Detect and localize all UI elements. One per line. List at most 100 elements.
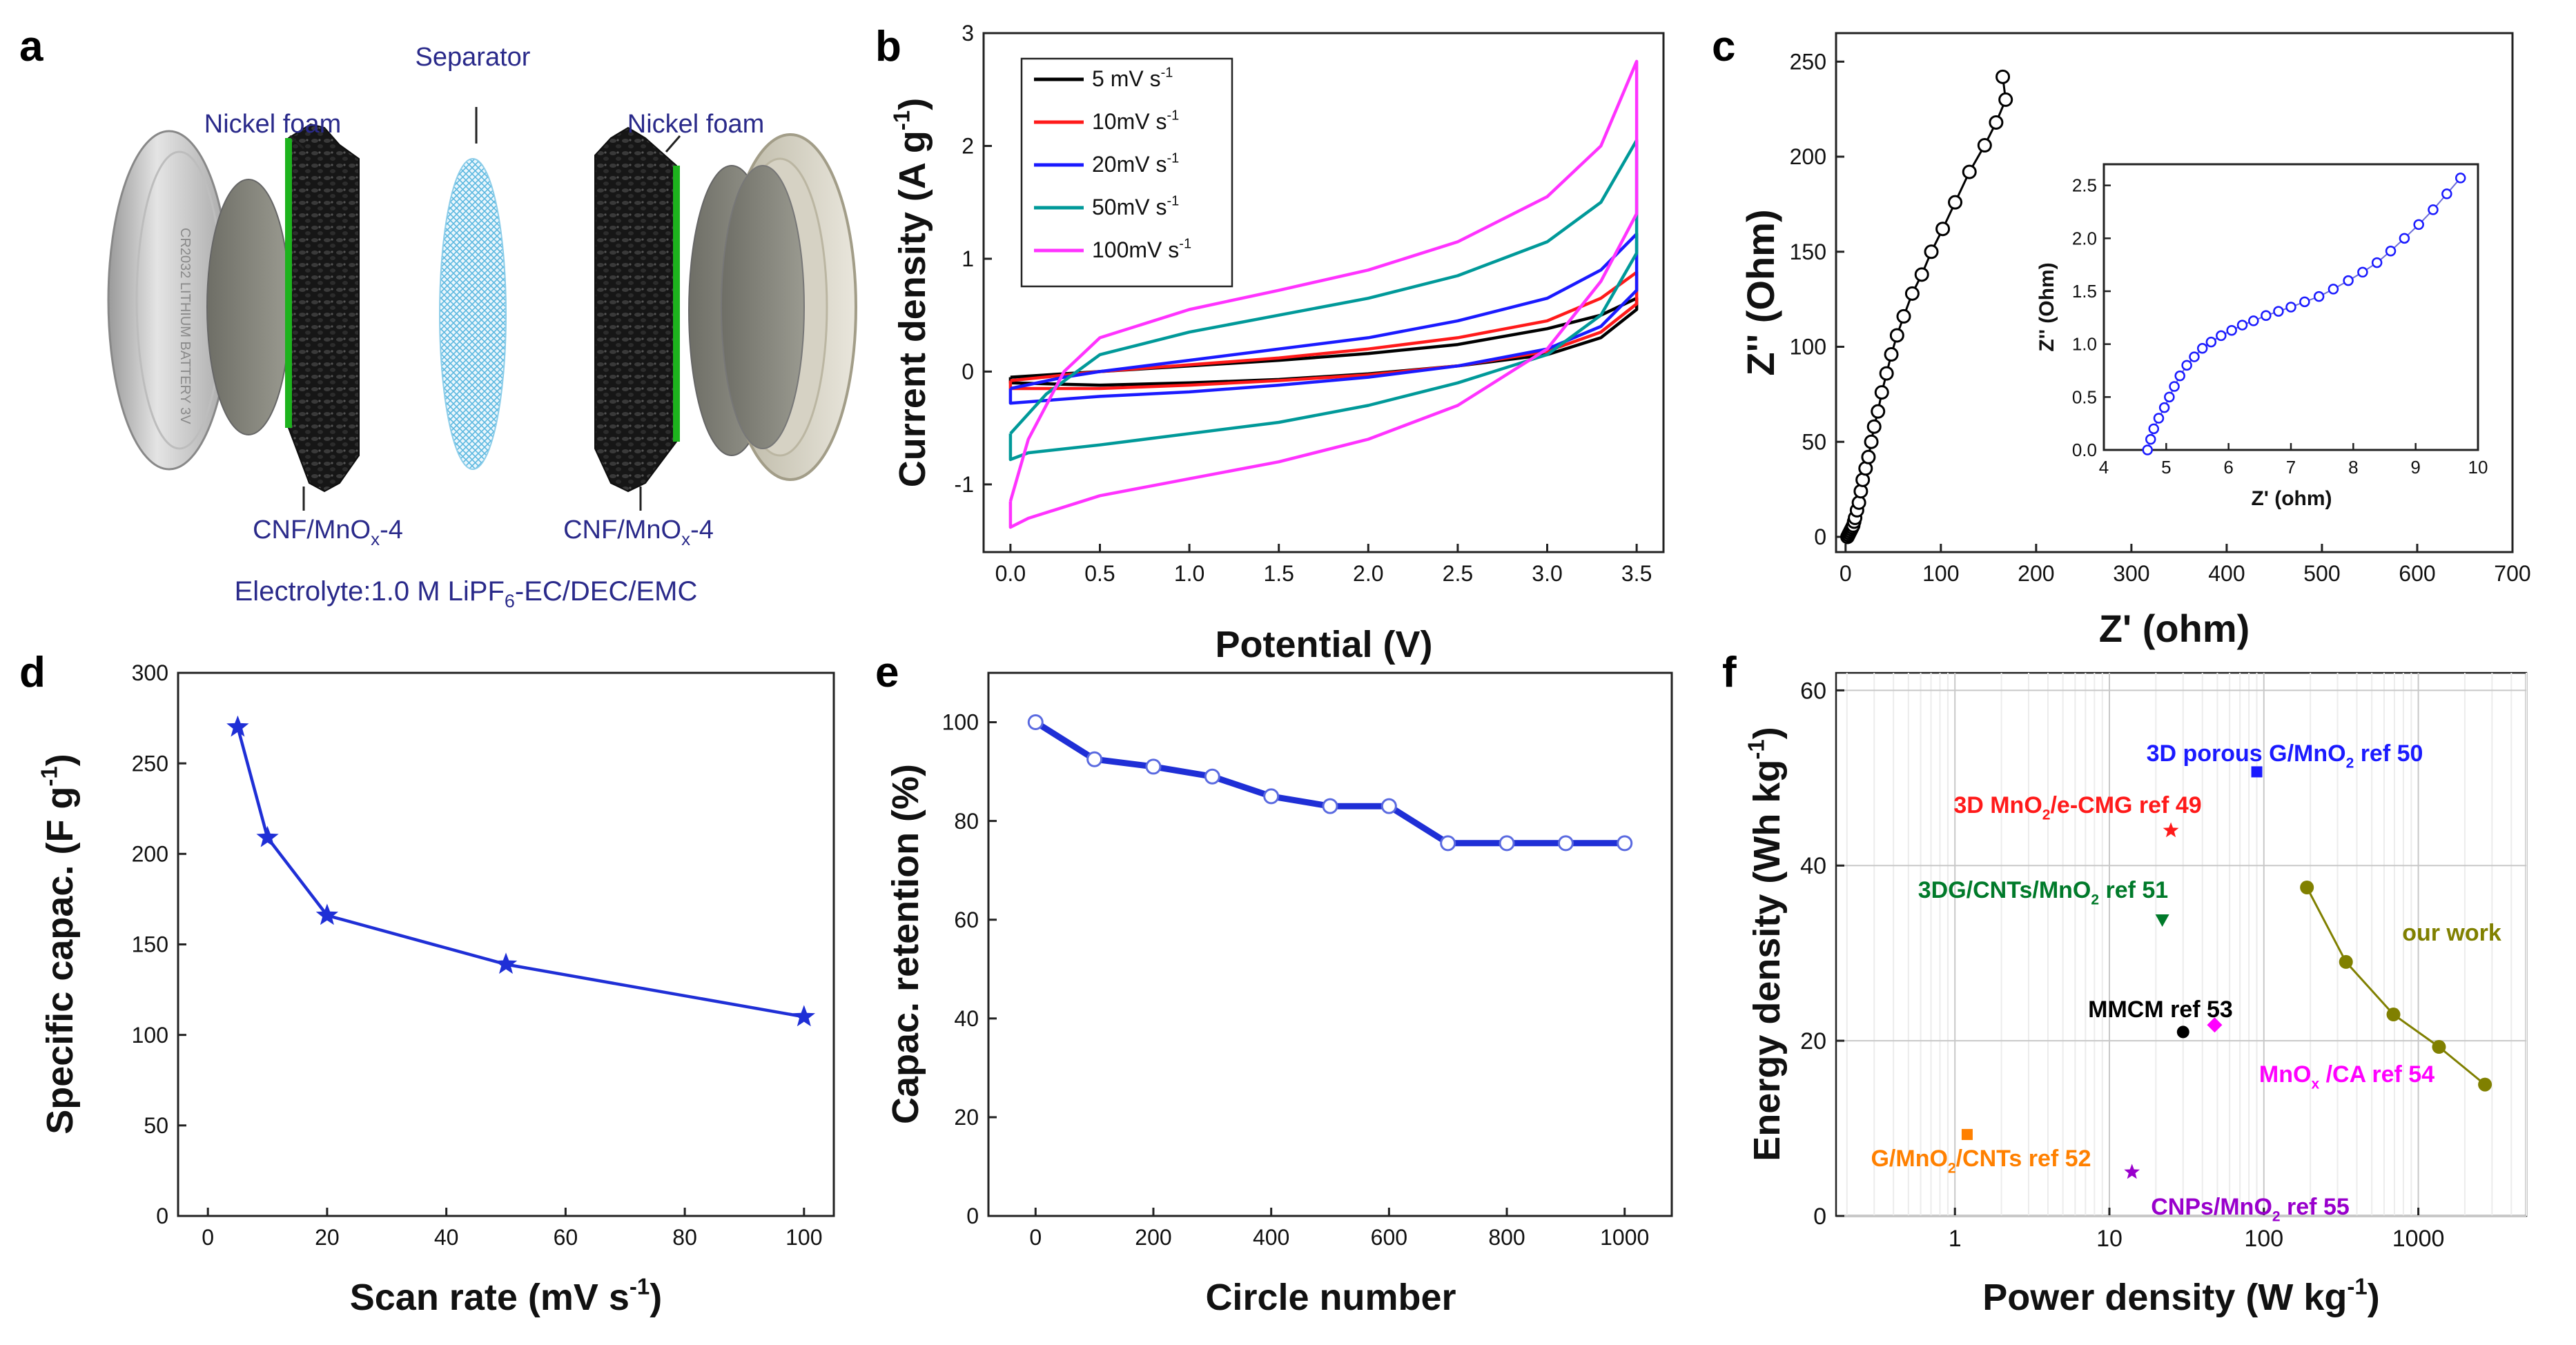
eis-point-22 <box>1896 308 1911 324</box>
eis-point-11 <box>1853 484 1868 499</box>
cv-x-tick-label: 3.0 <box>1532 561 1562 586</box>
eis-inset-x-tick-label: 8 <box>2348 457 2358 478</box>
cap-y-tick-label: 0 <box>156 1204 168 1228</box>
cap-y-axis-title-part-0: Specific capac. (F g <box>39 787 81 1135</box>
eis-y-tick-label: 150 <box>1790 239 1826 264</box>
ret-x-tick-label: 0 <box>1029 1225 1042 1250</box>
cap-y-tick-label: 50 <box>144 1113 168 1138</box>
cv-legend-label-1-part-0: 10mV s <box>1092 109 1167 134</box>
eis-inset-point-2 <box>2148 423 2160 435</box>
cv-y-tick-label: 3 <box>962 21 974 46</box>
eis-inset-y-tick-label: 1.0 <box>2072 334 2097 355</box>
eis-inset-point-6 <box>2169 381 2180 392</box>
rag-ref-label-0: 3D porous G/MnO2 ref 50 <box>2147 740 2423 772</box>
panel-label-d: d <box>19 649 46 696</box>
rag-ref-label-2-part-2: ref 51 <box>2099 877 2168 903</box>
eis-inset-point-24 <box>2371 257 2383 268</box>
electrode-left-label: CNF/MnOx-4 <box>253 516 403 549</box>
eis-point-21 <box>1889 328 1904 343</box>
eis-point-18 <box>1874 385 1889 400</box>
eis-inset-point-21 <box>2328 284 2339 295</box>
ret-y-tick-label: 100 <box>942 710 979 735</box>
cv-series-2 <box>1008 232 1639 405</box>
eis-inset-x-tick-label: 4 <box>2099 457 2109 478</box>
cv-series-4 <box>1008 59 1639 529</box>
ret-y-tick-label: 0 <box>966 1204 979 1228</box>
cv-legend-label-3-part-1: -1 <box>1167 194 1179 209</box>
rag-y-tick-label: 20 <box>1800 1028 1826 1054</box>
cv-y-tick-label: 1 <box>962 246 974 271</box>
rag-our-work-label: our work <box>2402 920 2501 946</box>
eis-plot-frame <box>1835 32 2514 553</box>
eis-inset-point-27 <box>2413 219 2424 230</box>
eis-inset-point-1 <box>2145 433 2156 445</box>
eis-inset-x-tick-label: 9 <box>2410 457 2420 478</box>
cap-x-tick-label: 20 <box>315 1225 340 1250</box>
cap-point-3 <box>494 952 518 974</box>
cap-x-axis-title-part-1: -1 <box>630 1273 650 1299</box>
eis-inset-point-3 <box>2153 413 2165 424</box>
eis-inset-point-4 <box>2158 402 2170 413</box>
eis-x-tick-label: 600 <box>2399 561 2435 586</box>
cap-y-tick-label: 200 <box>132 842 168 867</box>
rag-ref-marker-0 <box>2251 766 2263 778</box>
eis-inset-x-tick-label: 5 <box>2161 457 2171 478</box>
eis-y-tick-label: 250 <box>1790 50 1826 75</box>
eis-inset-point-26 <box>2399 233 2410 244</box>
eis-inset-x-tick-label: 6 <box>2223 457 2233 478</box>
ret-x-axis-title: Circle number <box>1205 1277 1456 1318</box>
eis-point-16 <box>1866 419 1882 434</box>
nyquist-chart: 0 100 200 300 400 500 600 700 0 50 100 150 200 250 Z' … <box>1739 32 2531 650</box>
cap-x-tick-label: 60 <box>554 1225 578 1250</box>
cv-y-axis-title-part-1: -1 <box>888 110 914 130</box>
ret-y-tick-label: 60 <box>954 907 979 932</box>
rag-ref-marker-5 <box>1961 1128 1973 1140</box>
eis-x-tick-label: 700 <box>2494 561 2530 586</box>
ret-x-tick-label: 800 <box>1488 1225 1525 1250</box>
rag-x-axis-title-part-0: Power density (W kg <box>1982 1277 2347 1318</box>
cv-legend-label-0-part-0: 5 mV s <box>1092 66 1161 91</box>
rag-y-axis-title-part-2: ) <box>1746 727 1788 739</box>
cap-point-2 <box>315 903 339 925</box>
ret-plot-frame <box>987 671 1673 1217</box>
cv-x-tick-label: 0.0 <box>995 561 1026 586</box>
ret-point-3 <box>1204 768 1220 785</box>
cap-y-axis-title-part-2: ) <box>39 754 81 766</box>
separator <box>439 158 507 470</box>
rag-ref-label-1-part-0: 3D MnO <box>1953 792 2042 818</box>
eis-inset-point-8 <box>2181 360 2192 371</box>
rag-ref-label-5-part-2: /CNTs ref 52 <box>1956 1146 2091 1172</box>
rag-ref-label-2: 3DG/CNTs/MnO2 ref 51 <box>1918 877 2168 908</box>
coin-cell-schematic: CR2032 LITHIUM BATTERY 3V Separator Nick… <box>107 43 857 611</box>
rag-our-work-point-4 <box>2478 1077 2492 1092</box>
ret-x-tick-label: 1000 <box>1600 1225 1649 1250</box>
rag-our-work-line <box>2305 887 2486 1086</box>
cap-y-tick-label: 250 <box>132 751 168 776</box>
ret-point-9 <box>1557 835 1574 852</box>
cv-legend-label-1: 10mV s-1 <box>1092 108 1179 134</box>
rag-ref-label-6-part-0: CNPs/MnO <box>2151 1194 2272 1220</box>
eis-inset-y-tick-label: 2.0 <box>2072 228 2097 248</box>
rag-ref-label-5-part-1: 2 <box>1948 1161 1956 1177</box>
capacitance-chart: 0 20 40 60 80 100 0 50 100 150 200 250 300 Scan rate … <box>36 660 835 1318</box>
eis-inset-point-7 <box>2174 370 2185 382</box>
rag-our-work-point-3 <box>2432 1040 2446 1054</box>
eis-inset-point-16 <box>2261 310 2272 322</box>
cv-y-axis-title: Current density (A g-1) <box>888 98 933 487</box>
eis-inset-y-tick-label: 0.5 <box>2072 386 2097 407</box>
coin-cell-text: CR2032 LITHIUM BATTERY 3V <box>177 228 193 424</box>
cv-x-tick-label: 2.0 <box>1353 561 1383 586</box>
rag-our-work-point-2 <box>2386 1008 2401 1022</box>
ret-point-4 <box>1263 788 1280 805</box>
eis-point-32 <box>1996 69 2011 84</box>
eis-point-29 <box>1977 138 1992 153</box>
eis-point-19 <box>1879 366 1894 381</box>
ret-y-tick-label: 40 <box>954 1006 979 1031</box>
rag-ref-label-5: G/MnO2/CNTs ref 52 <box>1871 1146 2091 1177</box>
rag-ref-label-2-part-1: 2 <box>2091 892 2099 908</box>
ragone-chart: 1 10 100 1000 0 20 40 60 our work 3D porous G/MnO… <box>1743 671 2528 1318</box>
eis-inset-x-tick-label: 7 <box>2286 457 2296 478</box>
eis-x-tick-label: 400 <box>2208 561 2245 586</box>
spacer-disc-left <box>206 179 291 435</box>
panel-label-f: f <box>1722 649 1737 696</box>
